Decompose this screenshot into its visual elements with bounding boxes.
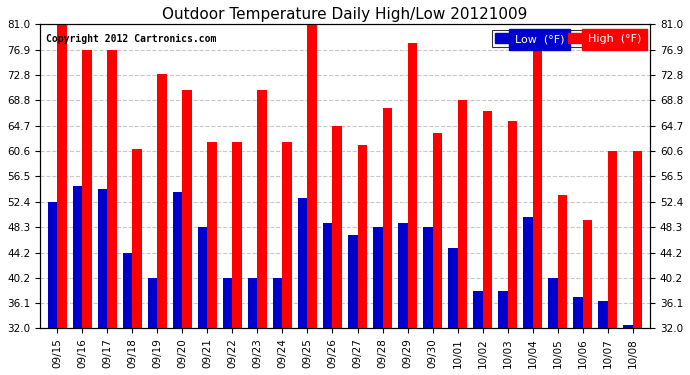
Bar (348, 236, 357, 328)
Bar (357, 146, 367, 328)
Bar (73, 186, 82, 328)
Bar (408, 43, 417, 328)
Bar (582, 220, 592, 328)
Bar (498, 291, 508, 328)
Bar (182, 90, 192, 328)
Bar (373, 227, 382, 328)
Bar (323, 223, 333, 328)
Bar (208, 142, 217, 328)
Bar (173, 192, 182, 328)
Bar (333, 126, 342, 328)
Bar (223, 278, 233, 328)
Bar (282, 142, 292, 328)
Bar (573, 297, 582, 328)
Text: Copyright 2012 Cartronics.com: Copyright 2012 Cartronics.com (46, 34, 217, 44)
Bar (598, 300, 608, 328)
Bar (508, 121, 517, 328)
Bar (398, 223, 408, 328)
Bar (257, 90, 267, 328)
Bar (633, 151, 642, 328)
Bar (523, 217, 533, 328)
Bar (482, 111, 492, 328)
Bar (473, 291, 482, 328)
Bar (148, 278, 157, 328)
Legend: Low  (°F), High  (°F): Low (°F), High (°F) (492, 30, 644, 48)
Bar (558, 195, 567, 328)
Bar (123, 253, 132, 328)
Bar (98, 189, 108, 328)
Bar (108, 50, 117, 328)
Bar (82, 50, 92, 328)
Bar (382, 108, 392, 328)
Bar (433, 133, 442, 328)
Bar (457, 100, 467, 328)
Bar (157, 74, 167, 328)
Bar (198, 227, 208, 328)
Bar (423, 227, 433, 328)
Bar (132, 148, 142, 328)
Bar (233, 142, 242, 328)
Bar (548, 278, 558, 328)
Bar (248, 278, 257, 328)
Bar (623, 326, 633, 328)
Bar (273, 278, 282, 328)
Title: Outdoor Temperature Daily High/Low 20121009: Outdoor Temperature Daily High/Low 20121… (162, 7, 528, 22)
Bar (298, 198, 308, 328)
Bar (608, 151, 617, 328)
Bar (308, 21, 317, 328)
Bar (48, 202, 57, 328)
Bar (533, 50, 542, 328)
Bar (448, 248, 457, 328)
Bar (57, 24, 67, 328)
